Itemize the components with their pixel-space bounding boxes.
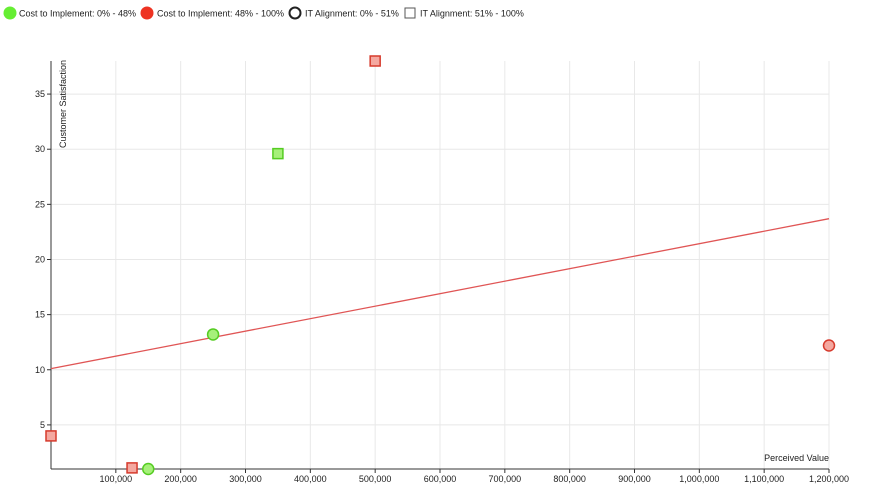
data-point-square[interactable] — [369, 55, 381, 67]
data-point-square[interactable] — [272, 147, 284, 160]
x-tick-label: 200,000 — [164, 474, 197, 484]
x-tick-label: 600,000 — [424, 474, 457, 484]
y-tick-label: 10 — [35, 365, 45, 375]
legend-item[interactable]: IT Alignment: 51% - 100% — [404, 7, 524, 19]
legend: Cost to Implement: 0% - 48% Cost to Imple… — [3, 6, 524, 20]
legend-marker-icon — [288, 6, 302, 20]
x-tick-label: 500,000 — [359, 474, 392, 484]
data-point-square[interactable] — [45, 430, 57, 442]
legend-label: Cost to Implement: 0% - 48% — [19, 9, 136, 19]
legend-item[interactable]: Cost to Implement: 48% - 100% — [140, 6, 285, 20]
y-axis-label: Customer Satisfaction — [58, 60, 68, 148]
legend-marker-icon — [3, 6, 17, 20]
x-tick-label: 400,000 — [294, 474, 327, 484]
legend-label: IT Alignment: 51% - 100% — [420, 9, 524, 19]
data-point-circle[interactable] — [142, 462, 155, 476]
data-point-circle[interactable] — [206, 328, 220, 341]
data-point-circle[interactable] — [822, 339, 836, 352]
axes: 100,000 200,000 300,000 400,000 500,000 600,0… — [35, 61, 849, 484]
trend-line — [50, 218, 830, 370]
grid — [51, 61, 830, 469]
x-axis-label: Perceived Value — [764, 453, 829, 463]
x-tick-label: 1,100,000 — [744, 474, 784, 484]
legend-item[interactable]: IT Alignment: 0% - 51% — [288, 6, 399, 20]
y-tick-label: 35 — [35, 89, 45, 99]
y-tick-label: 25 — [35, 199, 45, 209]
y-tick-label: 5 — [40, 420, 45, 430]
legend-label: IT Alignment: 0% - 51% — [305, 9, 399, 19]
legend-label: Cost to Implement: 48% - 100% — [157, 9, 284, 19]
legend-marker-icon — [404, 7, 416, 19]
y-tick-label: 20 — [35, 254, 45, 264]
y-tick-label: 15 — [35, 310, 45, 320]
x-tick-label: 800,000 — [553, 474, 586, 484]
x-tick-label: 900,000 — [618, 474, 651, 484]
x-tick-label: 300,000 — [229, 474, 262, 484]
legend-marker-icon — [140, 6, 154, 20]
x-tick-label: 1,200,000 — [809, 474, 849, 484]
x-tick-label: 700,000 — [489, 474, 522, 484]
legend-item[interactable]: Cost to Implement: 0% - 48% — [3, 6, 137, 20]
x-tick-label: 100,000 — [100, 474, 133, 484]
y-tick-label: 30 — [35, 144, 45, 154]
data-points — [45, 55, 836, 476]
data-point-square[interactable] — [126, 462, 138, 474]
x-tick-label: 1,000,000 — [679, 474, 719, 484]
